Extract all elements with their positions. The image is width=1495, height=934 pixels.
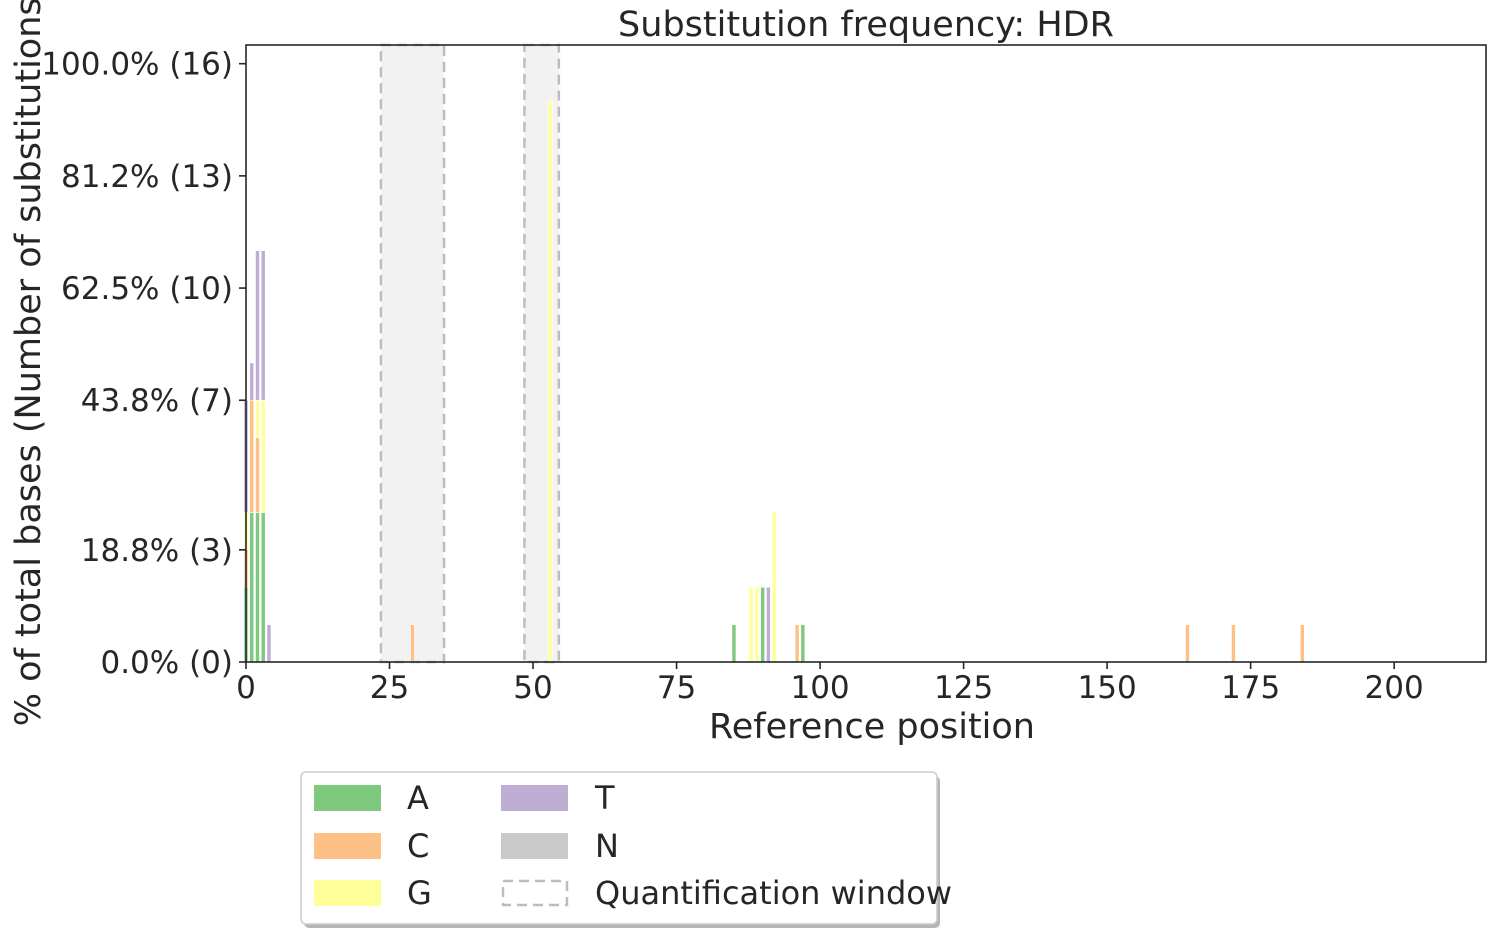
bar-C-pos-184 [1299, 624, 1305, 663]
legend-box [300, 771, 938, 925]
x-tick-label-0: 0 [236, 670, 256, 706]
y-tick-label-13: 81.2% (13) [61, 159, 233, 195]
y-axis: 0.0% (0) 18.8% (3) 43.8% (7) 62.5% (10) 81.2… [41, 47, 246, 681]
bar-A-pos-97 [800, 624, 806, 663]
bar-C-pos-29 [410, 624, 415, 663]
bar-G-pos-2 [255, 399, 260, 438]
legend-swatch-G [314, 880, 381, 906]
bar-T-pos-2 [255, 250, 260, 401]
legend-swatch-quantification-window [501, 879, 569, 907]
bar-C-pos-172 [1231, 624, 1236, 663]
legend-label-g: G [407, 874, 432, 912]
y-tick-label-3: 18.8% (3) [81, 533, 233, 569]
legend-label-n: N [595, 827, 619, 865]
bar-T-pos-1 [249, 362, 255, 401]
bar-T-pos-4 [266, 624, 272, 663]
quantification-window-2 [523, 43, 561, 664]
chart-title: Substitution frequency: HDR [618, 5, 1114, 45]
quantification-window-1 [379, 43, 446, 664]
bars [243, 100, 1305, 663]
bar-A-pos-90 [760, 586, 765, 663]
bar-C-pos-164 [1185, 624, 1190, 663]
legend-swatch-C [314, 833, 381, 859]
y-axis-title: % of total bases (Number of substitution… [9, 0, 49, 726]
x-axis-title: Reference position [709, 707, 1035, 747]
bar-G-pos-88 [748, 586, 754, 663]
bar-T-pos-3 [260, 250, 266, 401]
legend-swatch-T [501, 785, 568, 811]
y-tick-label-7: 43.8% (7) [81, 383, 233, 419]
bar-G-pos-89 [754, 586, 760, 663]
x-tick-label-125: 125 [934, 670, 993, 706]
quantification-windows [379, 43, 561, 664]
legend: ACG TN Quantification window [300, 771, 952, 928]
legend-label-t: T [594, 779, 615, 817]
bar-T-pos-91 [766, 586, 771, 663]
bar-A-pos-85 [731, 624, 737, 663]
x-tick-label-200: 200 [1365, 670, 1424, 706]
x-axis: 0 25 50 75 100 125 150 175 200 [236, 662, 1424, 706]
x-tick-label-175: 175 [1221, 670, 1280, 706]
x-tick-label-75: 75 [657, 670, 696, 706]
x-tick-label-150: 150 [1078, 670, 1137, 706]
bar-G-pos-3 [260, 399, 266, 513]
legend-label-quantification-window: Quantification window [595, 874, 952, 912]
legend-label-a: A [407, 779, 429, 817]
y-tick-label-0: 0.0% (0) [100, 645, 233, 681]
bar-A-pos-2 [255, 512, 260, 663]
bar-C-pos-2 [255, 437, 260, 513]
bar-C-pos-96 [794, 624, 800, 663]
bar-G-pos-92 [771, 512, 777, 663]
x-tick-label-50: 50 [513, 670, 552, 706]
plot-frame [245, 44, 1487, 663]
legend-label-c: C [407, 827, 429, 865]
bar-A-pos-3 [260, 512, 266, 663]
legend-swatch-N [501, 833, 568, 859]
bar-A-pos-1 [249, 512, 255, 663]
y-tick-label-16: 100.0% (16) [41, 47, 233, 83]
bar-G-pos-53 [547, 100, 553, 663]
legend-swatch-A [314, 785, 381, 811]
y-tick-label-10: 62.5% (10) [61, 271, 233, 307]
x-tick-label-100: 100 [790, 670, 849, 706]
x-tick-label-25: 25 [370, 670, 409, 706]
bar-C-pos-1 [249, 399, 255, 513]
